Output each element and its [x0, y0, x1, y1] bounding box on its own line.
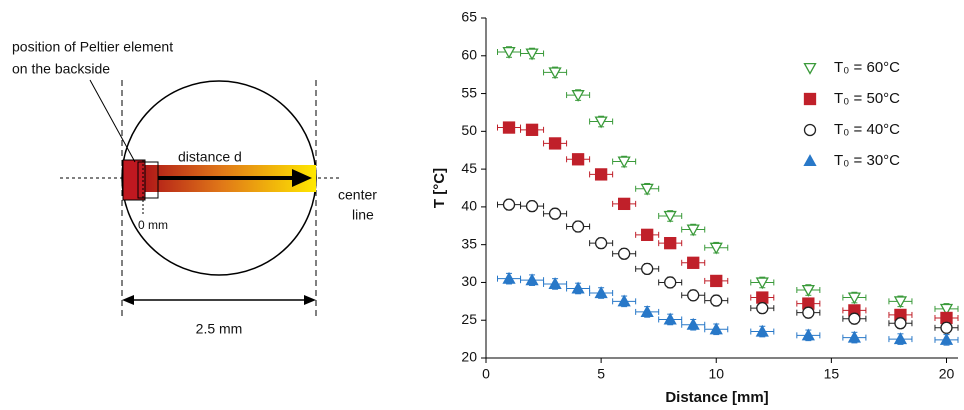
data-point [848, 312, 861, 325]
data-point [664, 276, 677, 289]
arrow-head [122, 295, 134, 305]
data-point [502, 198, 516, 211]
legend-marker [803, 154, 817, 167]
legend-marker [803, 62, 817, 75]
data-point [847, 330, 861, 343]
peltier-element [122, 159, 146, 201]
data-point [686, 317, 700, 330]
y-tick-label: 50 [461, 122, 477, 138]
data-point [802, 306, 815, 319]
legend-label: T₀ = 40°C [834, 121, 900, 138]
data-point [893, 296, 908, 309]
data-point [663, 210, 677, 223]
data-point [894, 317, 907, 330]
data-point [594, 168, 608, 181]
data-point [709, 242, 723, 255]
data-point [939, 333, 954, 345]
data-point [594, 116, 608, 129]
data-point [710, 274, 723, 288]
arrow-head [292, 169, 312, 187]
annotation: center [338, 187, 377, 203]
annotation: 2.5 mm [196, 321, 243, 337]
y-tick-label: 40 [461, 198, 477, 214]
data-point [940, 321, 953, 334]
data-point [709, 322, 723, 335]
data-point [710, 294, 723, 307]
y-tick-label: 35 [461, 235, 477, 251]
data-point [548, 137, 562, 150]
legend-label: T₀ = 30°C [834, 152, 900, 169]
data-point [664, 237, 677, 250]
y-tick-label: 45 [461, 160, 477, 176]
data-point [525, 273, 539, 286]
y-tick-label: 55 [461, 84, 477, 100]
diagram: position of Peltier element on the backs… [12, 39, 377, 337]
data-point [594, 237, 608, 250]
legend-marker [803, 92, 817, 106]
data-point [525, 123, 539, 136]
data-point [617, 247, 631, 260]
x-tick-label: 20 [939, 366, 955, 382]
data-point [548, 207, 562, 220]
data-point [755, 324, 769, 337]
data-point [617, 197, 631, 211]
data-point [502, 121, 516, 134]
data-point [548, 277, 562, 290]
legend-label: T₀ = 60°C [834, 59, 900, 76]
annotation: on the backside [12, 61, 110, 77]
annotation: distance d [178, 149, 242, 165]
data-point [687, 256, 700, 269]
y-axis-label: T [°C] [431, 168, 448, 208]
data-point [893, 332, 908, 345]
annotation: line [352, 207, 374, 223]
data-point [686, 224, 700, 237]
arrow-head [304, 295, 316, 305]
y-tick-label: 20 [461, 349, 477, 365]
data-point [640, 305, 654, 317]
data-point [801, 284, 815, 297]
data-point [640, 183, 654, 196]
y-tick-label: 30 [461, 273, 477, 289]
data-point [525, 48, 539, 61]
data-point [755, 277, 769, 290]
data-point [847, 292, 861, 305]
data-point [939, 303, 954, 316]
x-tick-label: 15 [824, 366, 840, 382]
data-point [756, 301, 769, 315]
data-point [525, 199, 539, 213]
data-point [571, 220, 585, 233]
data-point [594, 286, 608, 299]
data-point [641, 228, 654, 241]
x-tick-label: 0 [482, 366, 490, 382]
data-point [571, 90, 585, 102]
data-point [571, 153, 585, 166]
y-tick-label: 60 [461, 46, 477, 62]
data-point [687, 289, 700, 302]
data-point [617, 294, 631, 307]
chart: Distance [mm] T [°C] 0 5 10 15 20 20 25 30 35 40 4… [431, 9, 959, 406]
x-tick-label: 5 [597, 366, 605, 382]
pointer-line [89, 79, 136, 163]
data-point [502, 46, 516, 59]
data-point [801, 328, 815, 341]
y-tick-label: 25 [461, 311, 477, 327]
data-point [756, 291, 769, 304]
legend-marker [803, 123, 817, 137]
annotation: 0 mm [138, 218, 168, 232]
data-point [548, 67, 562, 80]
x-tick-label: 10 [708, 366, 724, 382]
data-point [641, 262, 654, 275]
legend-label: T₀ = 50°C [834, 90, 900, 107]
annotation: position of Peltier element [12, 39, 173, 55]
data-point [502, 271, 516, 284]
data-point [571, 281, 585, 294]
y-tick-label: 65 [461, 9, 477, 25]
data-point [617, 156, 631, 169]
data-point [663, 312, 677, 325]
x-axis-label: Distance [mm] [665, 389, 768, 406]
